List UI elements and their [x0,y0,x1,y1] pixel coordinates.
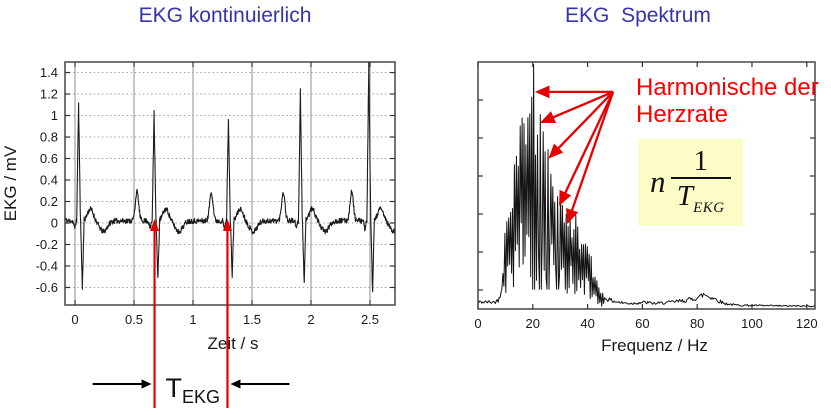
measure-arrow-right-head [230,379,241,389]
x-tick-label: 0.5 [125,312,143,327]
y-axis-label: EKG / mV [1,145,20,221]
formula-denominator: TEKG [677,179,725,217]
ekg-time-chart: 0 0.5 1 1.5 2 2.5 1.4 1.2 1 0.8 0.6 0.4 0.2 0 -0.2 -0.4… [1,61,396,408]
y-tick-label: 0.4 [40,173,58,188]
y-tick-label: 0.2 [40,194,58,209]
x-tick-label: 120 [796,316,818,331]
y-tick-label: 0.6 [40,151,58,166]
harmonics-annotation-line2: Herzrate [636,101,729,128]
y-tick-label: 0.8 [40,130,58,145]
formula-fraction: 1 TEKG [670,145,731,217]
period-marker-arrowhead [150,219,160,231]
harmonics-annotation: Harmonische der Herzrate [636,74,819,128]
harmonic-formula-box: n 1 TEKG [638,139,743,226]
y-tick-label: 0 [51,215,58,230]
harmonic-arrow [565,91,615,225]
formula-denominator-sub: EKG [693,200,725,217]
x-tick-label: 0 [474,316,481,331]
x-tick-label: 80 [690,316,704,331]
x-tick-label: 2.5 [361,312,379,327]
period-label: TEKG [166,373,221,407]
formula-denominator-base: T [676,180,694,213]
x-tick-label: 2 [307,312,314,327]
measure-arrow-left-head [141,379,152,389]
x-tick-label: 60 [635,316,649,331]
x-tick-label: 1 [189,312,196,327]
period-marker-arrowhead [222,219,232,231]
y-tick-label: 1 [51,108,58,123]
x-tick-label: 40 [580,316,594,331]
y-tick-label: -0.4 [36,258,58,273]
harmonics-annotation-line1: Harmonische der [636,74,819,101]
x-tick-label: 20 [526,316,540,331]
x-axis-label: Frequenz / Hz [601,336,708,355]
spectrum-trace [477,64,815,308]
y-tick-label: 1.2 [40,87,58,102]
harmonic-arrow [540,90,614,124]
formula-n: n [650,163,666,199]
period-label-sub: EKG [182,387,220,407]
y-tick-label: -0.2 [36,237,58,252]
y-tick-label: -0.6 [36,280,58,295]
left-chart-title: EKG kontinuierlich [138,4,312,27]
plot-box [64,61,396,306]
ekg-trace [65,62,395,293]
x-tick-label: 100 [741,316,763,331]
y-tick-label: 1.4 [40,65,58,80]
x-tick-label: 1.5 [243,312,261,327]
harmonic-arrow [558,91,615,206]
ekg-spectrum-chart: 0 20 40 60 80 100 120 Frequenz / Hz [474,61,818,355]
x-tick-label: 0 [71,312,78,327]
formula-numerator: 1 [670,145,731,180]
right-chart-title: EKG Spektrum [565,4,711,27]
plot-box [477,61,816,310]
harmonic-arrow [548,91,614,159]
x-axis-label: Zeit / s [207,334,258,353]
